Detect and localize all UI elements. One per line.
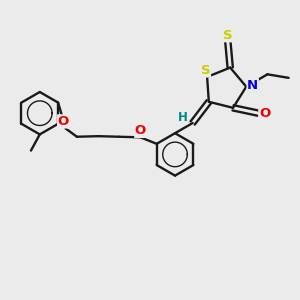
Text: N: N — [247, 79, 258, 92]
Text: S: S — [201, 64, 210, 77]
Text: S: S — [223, 29, 233, 42]
Text: O: O — [135, 124, 146, 137]
Text: O: O — [259, 106, 270, 120]
Text: H: H — [177, 111, 187, 124]
Text: O: O — [58, 115, 69, 128]
